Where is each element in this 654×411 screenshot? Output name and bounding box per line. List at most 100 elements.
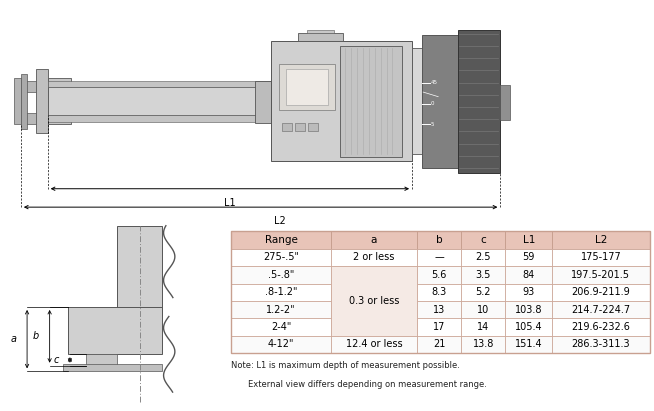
Text: L2: L2 (594, 235, 607, 245)
Text: L1: L1 (523, 235, 535, 245)
Bar (231, 266, 331, 284)
Text: 21: 21 (433, 339, 445, 349)
Bar (417, 284, 461, 301)
Bar (506, 266, 552, 284)
Text: 0.3 or less: 0.3 or less (349, 296, 399, 306)
Bar (552, 301, 649, 319)
Bar (331, 266, 417, 336)
Bar (117, 226, 162, 316)
Bar (231, 249, 331, 266)
Text: 59: 59 (523, 252, 535, 263)
Bar (282, 123, 292, 131)
Text: 151.4: 151.4 (515, 339, 543, 349)
Bar (286, 69, 328, 105)
Bar (231, 336, 331, 353)
Bar (21, 74, 27, 129)
Bar (68, 307, 162, 354)
Text: 103.8: 103.8 (515, 305, 542, 315)
Bar (417, 336, 461, 353)
Bar (231, 284, 331, 301)
Bar (461, 231, 506, 249)
Bar (86, 354, 117, 366)
Text: 84: 84 (523, 270, 535, 280)
Bar (48, 81, 277, 88)
Bar (500, 85, 510, 120)
Text: —: — (434, 252, 444, 263)
Text: 2-4": 2-4" (271, 322, 291, 332)
Bar (461, 266, 506, 284)
Text: Range: Range (265, 235, 298, 245)
Bar (417, 231, 461, 249)
Text: a: a (371, 235, 377, 245)
Bar (307, 30, 334, 33)
Bar (231, 319, 331, 336)
Bar (461, 284, 506, 301)
Bar (331, 249, 417, 266)
Text: 286.3-311.3: 286.3-311.3 (572, 339, 630, 349)
Text: 13: 13 (433, 305, 445, 315)
Text: 5: 5 (431, 122, 434, 127)
Bar (417, 301, 461, 319)
Bar (506, 336, 552, 353)
Text: 17: 17 (433, 322, 445, 332)
Bar (63, 364, 162, 371)
Bar (231, 301, 331, 319)
Bar (26, 113, 36, 124)
Text: 14: 14 (477, 322, 489, 332)
Text: 0: 0 (431, 101, 434, 106)
Text: 5.6: 5.6 (432, 270, 447, 280)
Bar (340, 46, 402, 157)
Bar (412, 48, 422, 154)
Text: Note: L1 is maximum depth of measurement possible.: Note: L1 is maximum depth of measurement… (231, 361, 460, 370)
Text: 93: 93 (523, 287, 535, 297)
Text: 8.3: 8.3 (432, 287, 447, 297)
Text: 2.5: 2.5 (475, 252, 491, 263)
Bar (295, 123, 305, 131)
Bar (506, 319, 552, 336)
Bar (506, 249, 552, 266)
Bar (461, 301, 506, 319)
Bar (48, 88, 277, 115)
Bar (552, 284, 649, 301)
Bar (298, 33, 343, 42)
Text: 3.5: 3.5 (475, 270, 491, 280)
Bar (417, 266, 461, 284)
Bar (279, 65, 335, 111)
Text: L2: L2 (275, 216, 286, 226)
Bar (552, 336, 649, 353)
Bar (331, 336, 417, 353)
Bar (552, 266, 649, 284)
Text: External view differs depending on measurement range.: External view differs depending on measu… (249, 380, 487, 389)
Text: b: b (436, 235, 443, 245)
Bar (461, 249, 506, 266)
Text: 197.5-201.5: 197.5-201.5 (572, 270, 630, 280)
Bar (461, 336, 506, 353)
Text: 10: 10 (477, 305, 489, 315)
Text: .5-.8": .5-.8" (268, 270, 294, 280)
Text: a: a (10, 334, 16, 344)
Text: 1.2-2": 1.2-2" (266, 305, 296, 315)
Bar (422, 35, 458, 168)
Bar (231, 231, 649, 353)
Text: 45: 45 (431, 81, 438, 85)
Text: c: c (54, 355, 59, 365)
Text: c: c (481, 235, 486, 245)
Text: 206.9-211.9: 206.9-211.9 (572, 287, 630, 297)
Bar (308, 123, 318, 131)
Bar (417, 249, 461, 266)
Bar (461, 319, 506, 336)
Bar (14, 78, 21, 124)
Text: 12.4 or less: 12.4 or less (346, 339, 402, 349)
Bar (552, 249, 649, 266)
Text: 4-12": 4-12" (267, 339, 294, 349)
Bar (506, 301, 552, 319)
Text: 175-177: 175-177 (581, 252, 621, 263)
Bar (26, 81, 36, 92)
Bar (417, 319, 461, 336)
Text: 13.8: 13.8 (473, 339, 494, 349)
Bar (255, 81, 271, 123)
Text: .8-1.2": .8-1.2" (265, 287, 298, 297)
Bar (552, 319, 649, 336)
Bar (506, 231, 552, 249)
Text: L1: L1 (224, 198, 235, 208)
